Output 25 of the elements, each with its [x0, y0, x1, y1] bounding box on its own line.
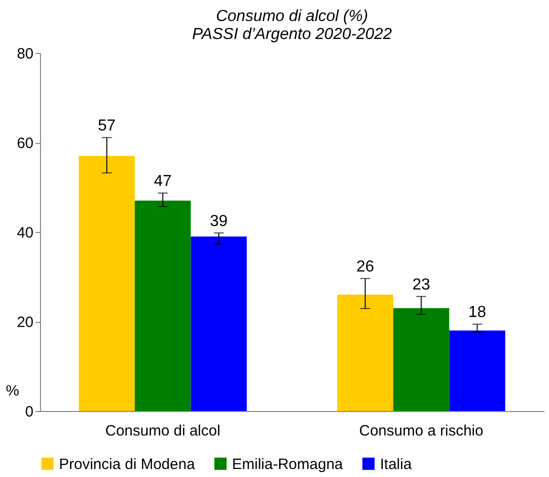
bar: [337, 294, 394, 411]
x-tick-label: Consumo a rischio: [359, 422, 484, 440]
legend-label: Italia: [380, 456, 412, 473]
text: Consumo di alcol (%): [216, 8, 368, 25]
y-tick-label: 40: [16, 224, 34, 242]
data-label: 18: [468, 304, 486, 322]
data-label: 39: [210, 212, 228, 230]
legend-label: Emilia-Romagna: [232, 456, 344, 473]
legend-label: Provincia di Modena: [59, 456, 196, 473]
y-tick-label: 20: [16, 314, 34, 331]
data-label: 47: [154, 173, 172, 190]
bar: [393, 308, 450, 411]
bar: [449, 330, 506, 411]
text: PASSI d’Argento 2020-2022: [192, 26, 392, 43]
data-label: 23: [412, 276, 430, 294]
y-axis-title: %: [6, 382, 20, 400]
y-tick-label: 60: [16, 135, 34, 152]
x-tick-label: Consumo di alcol: [105, 422, 220, 440]
bar: [78, 156, 135, 411]
data-label: 57: [98, 118, 116, 135]
y-tick-label: 80: [16, 46, 34, 62]
bar: [134, 200, 191, 411]
y-tick-label: 0: [25, 404, 34, 420]
data-label: 26: [356, 258, 374, 276]
bar: [190, 236, 247, 411]
